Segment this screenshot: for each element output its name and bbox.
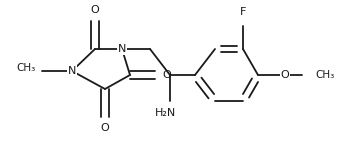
Text: H₂N: H₂N (154, 108, 176, 118)
Text: O: O (101, 123, 109, 133)
Text: O: O (91, 5, 99, 15)
Text: O: O (162, 70, 171, 80)
Text: CH₃: CH₃ (315, 70, 334, 80)
Text: O: O (280, 70, 289, 80)
Text: F: F (240, 7, 246, 17)
Text: CH₃: CH₃ (17, 63, 36, 73)
Text: N: N (68, 66, 76, 76)
Text: N: N (118, 44, 126, 54)
